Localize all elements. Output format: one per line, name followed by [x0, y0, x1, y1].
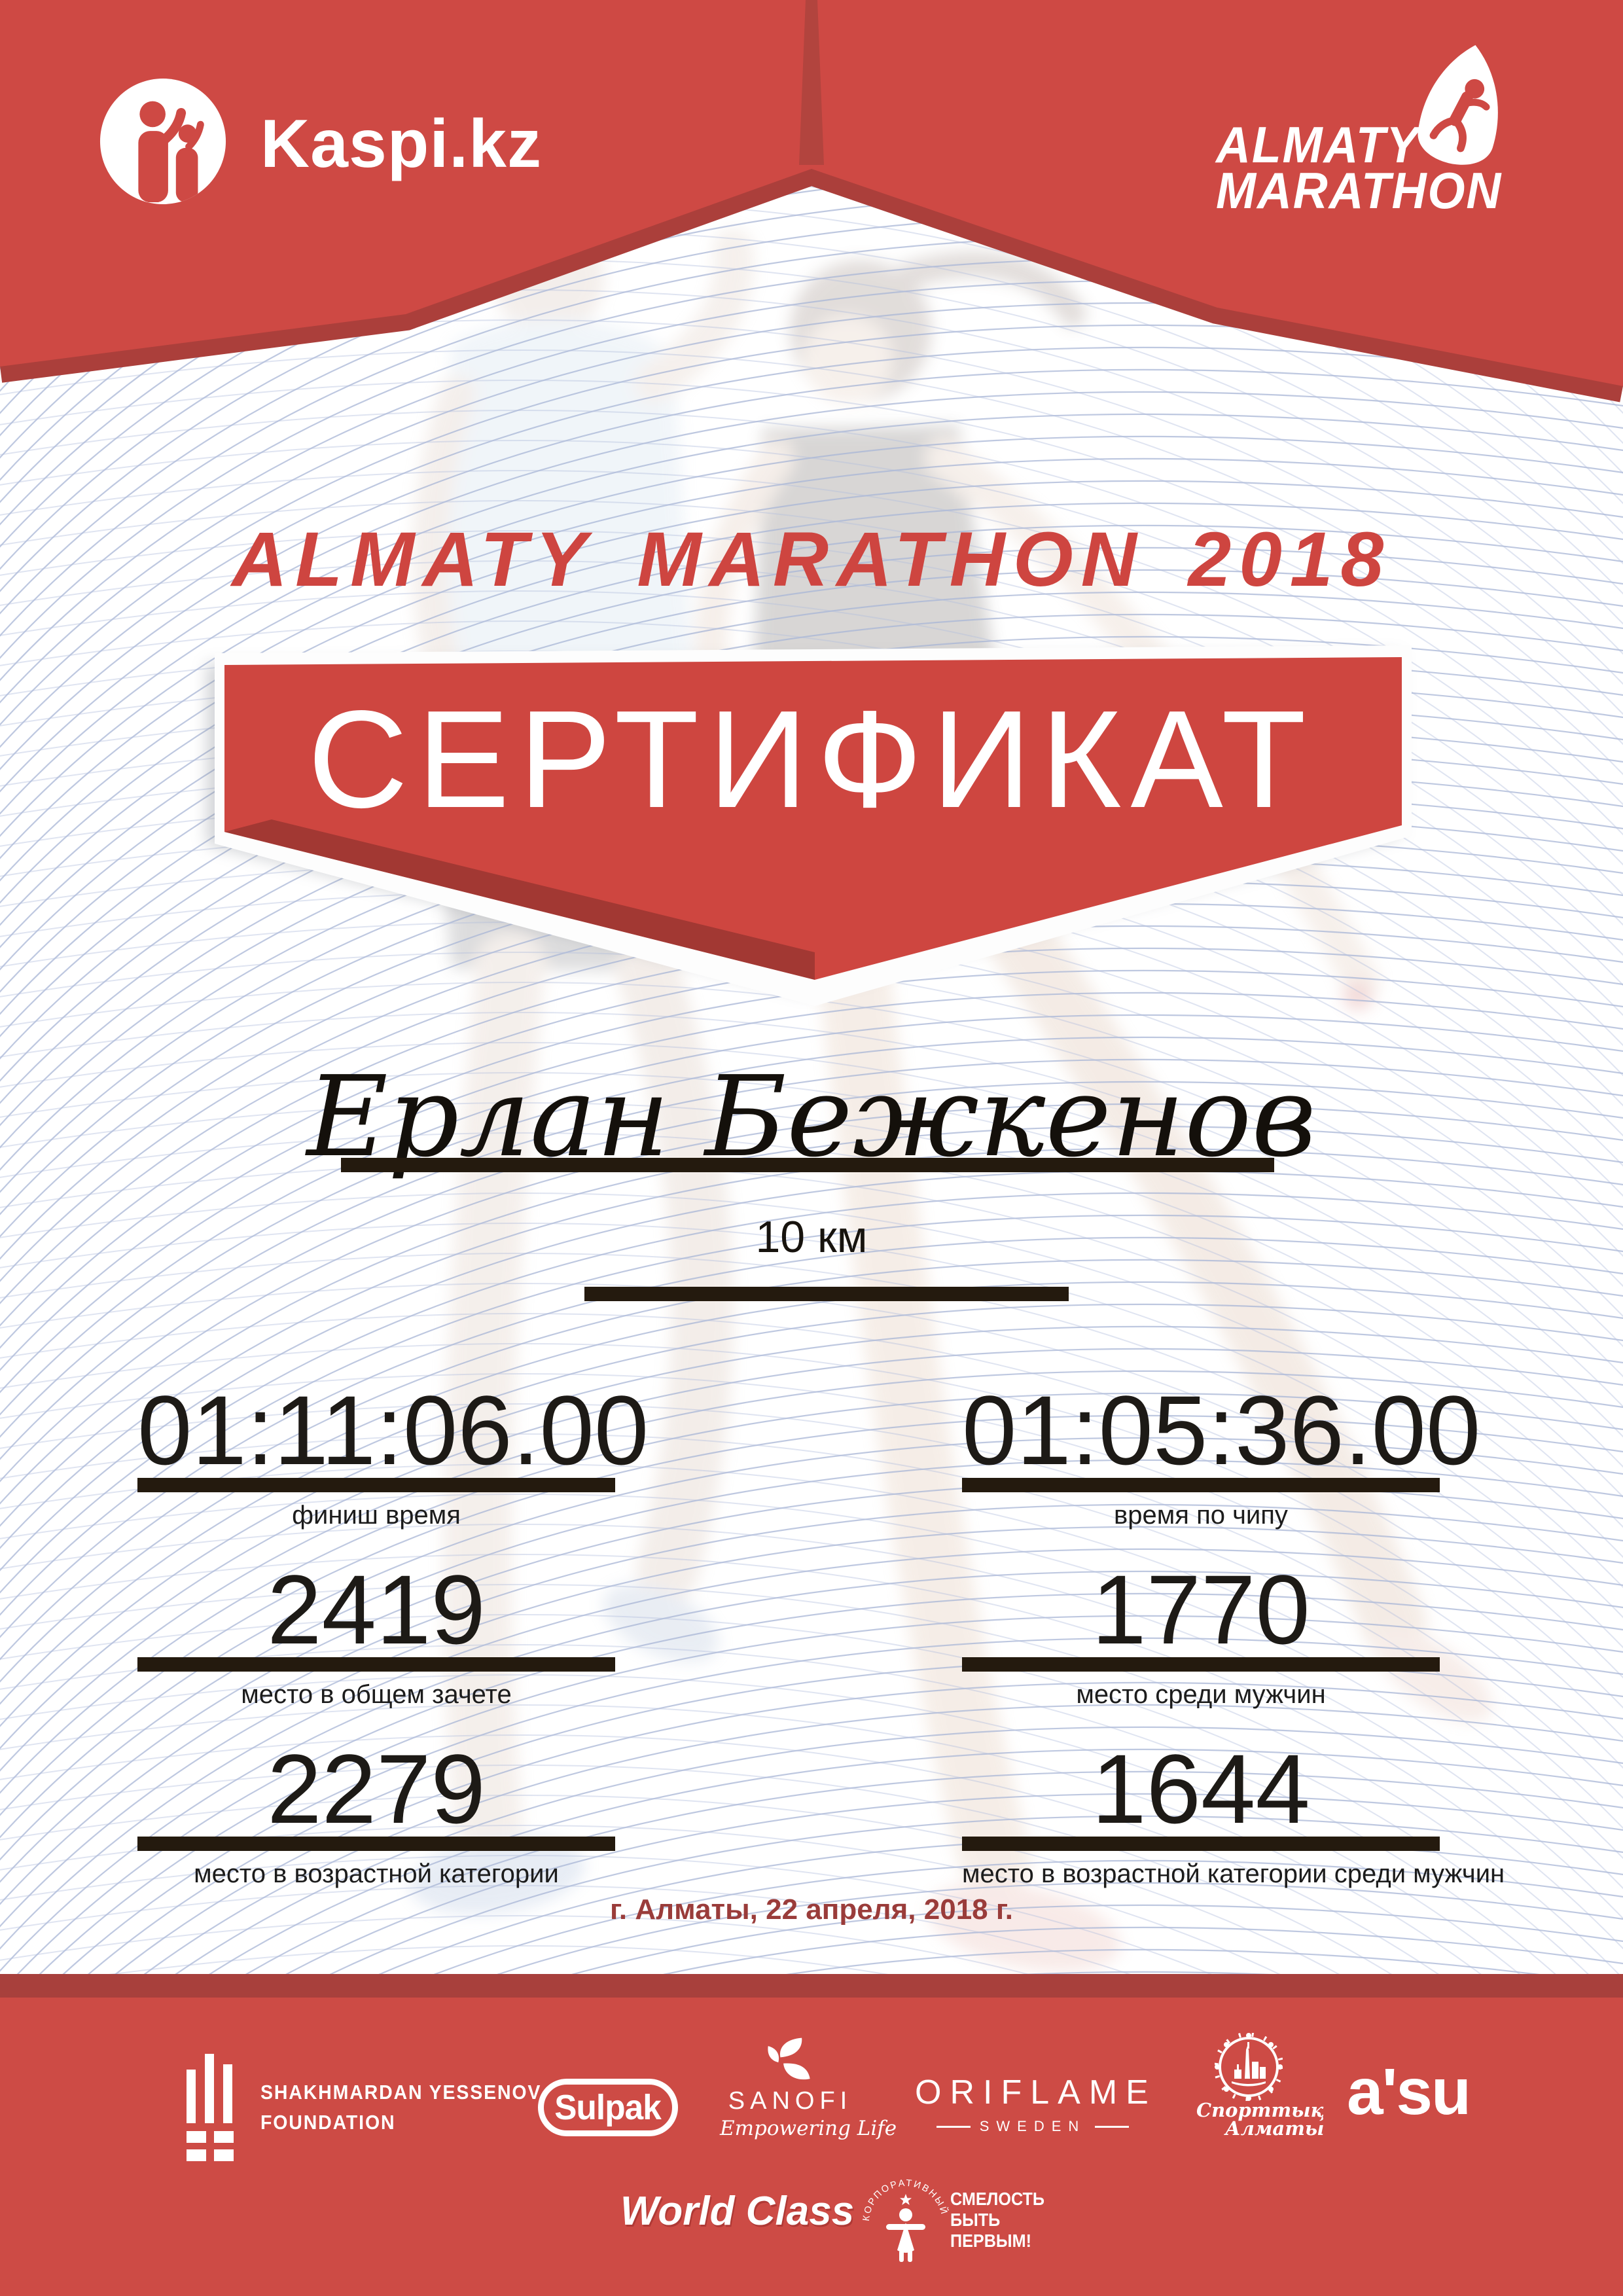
stat-underline: [137, 1478, 615, 1492]
corporate-fund-icon: КОРПОРАТИВНЫЙ ФОНД: [863, 2172, 949, 2262]
stat-chip-time: 01:05:36.00 время по чипу: [962, 1375, 1481, 1530]
distance-value: 10 км: [0, 1215, 1623, 1259]
stat-overall-place: 2419 место в общем зачете: [137, 1554, 615, 1709]
sulpak-label: Sulpak: [554, 2088, 662, 2127]
oriflame-dash-right: [1095, 2125, 1130, 2128]
event-title: ALMATY MARATHON 2018: [231, 516, 1392, 603]
stat-value: 2279: [267, 1734, 486, 1844]
footer-top-strip: [0, 1974, 1623, 1998]
stat-label: время по чипу: [1114, 1501, 1288, 1530]
stat-underline: [137, 1657, 615, 1672]
worldclass-logo: World Class: [620, 2190, 854, 2233]
date-location: г. Алматы, 22 апреля, 2018 г.: [0, 1894, 1623, 1926]
oriflame-name: ORIFLAME: [915, 2073, 1157, 2111]
distance-text: 10 км: [755, 1212, 868, 1262]
stat-label: место в общем зачете: [241, 1680, 512, 1709]
stat-men-place: 1770 место среди мужчин: [962, 1554, 1440, 1709]
almaty-logo-line1: ALMATY: [1216, 116, 1420, 173]
sanofi-tagline: Empowering Life: [720, 2117, 897, 2140]
stat-value: 01:05:36.00: [962, 1375, 1481, 1485]
asu-label: a'su: [1347, 2055, 1471, 2128]
kaspi-logo-icon: [99, 78, 226, 205]
fund-line3: ПЕРВЫМ!: [950, 2231, 1031, 2251]
stat-finish-time: 01:11:06.00 финиш время: [137, 1375, 649, 1530]
sanofi-bird-icon: [767, 2037, 810, 2080]
stat-label: место в возрастной категории среди мужчи…: [962, 1859, 1505, 1888]
ribbon-fold-spike: [799, 0, 824, 165]
sanofi-logo: SANOFI Empowering Life: [720, 2037, 897, 2140]
recipient-name: Ерлан Бежкенов: [306, 1052, 1317, 1182]
sporttyq-text: Спорттық Алматы: [1196, 2099, 1325, 2140]
yessenov-foundation-label: SHAKHMARDAN YESSENOV FOUNDATION: [260, 2081, 566, 2134]
date-location-text: г. Алматы, 22 апреля, 2018 г.: [610, 1893, 1013, 1926]
stat-value: 1770: [1092, 1554, 1310, 1664]
stat-value: 1644: [1092, 1734, 1310, 1844]
stat-underline: [962, 1478, 1440, 1492]
sanofi-name: SANOFI: [728, 2087, 853, 2115]
stat-underline: [962, 1837, 1440, 1851]
stat-value: 2419: [267, 1554, 486, 1664]
almaty-logo-line2: MARATHON: [1216, 162, 1503, 219]
stat-agegroup-place: 2279 место в возрастной категории: [137, 1734, 615, 1888]
yessenov-line1: SHAKHMARDAN YESSENOV: [260, 2081, 542, 2104]
worldclass-label: World Class: [620, 2189, 855, 2234]
fund-line2: БЫТЬ: [950, 2210, 1001, 2230]
name-underline: [341, 1158, 1274, 1172]
header-band: [0, 0, 1623, 403]
almaty-marathon-logo-text: ALMATY MARATHON: [1216, 116, 1520, 219]
oriflame-logo: ORIFLAME SWEDEN: [915, 2075, 1150, 2135]
distance-underline: [584, 1287, 1069, 1301]
stat-label: место среди мужчин: [1076, 1680, 1326, 1709]
sporttyq-line2: Алматы: [1225, 2117, 1325, 2140]
fund-line1: СМЕЛОСТЬ: [950, 2189, 1045, 2209]
sporttyq-almaty-logo: Спорттық Алматы: [1196, 2033, 1325, 2140]
certificate-banner-text: СЕРТИФИКАТ: [308, 681, 1315, 836]
sporttyq-emblem-icon: [1215, 2033, 1283, 2101]
stat-label: финиш время: [292, 1501, 461, 1530]
almaty-marathon-logo-icon: [1418, 45, 1498, 165]
sporttyq-line1: Спорттық: [1196, 2099, 1325, 2121]
yessenov-foundation-icon: [187, 2054, 234, 2161]
oriflame-country: SWEDEN: [979, 2118, 1086, 2134]
oriflame-dash-left: [936, 2125, 971, 2128]
stat-underline: [962, 1657, 1440, 1672]
kaspi-logo-text: Kaspi.kz: [260, 106, 542, 182]
stat-value: 01:11:06.00: [137, 1375, 649, 1485]
asu-logo: a'su: [1347, 2059, 1471, 2125]
stat-label: место в возрастной категории: [194, 1859, 559, 1888]
yessenov-line2: FOUNDATION: [260, 2111, 396, 2134]
footer-band: [0, 1974, 1623, 2296]
oriflame-subline: SWEDEN: [915, 2118, 1150, 2135]
certificate-badge: [207, 645, 1412, 1006]
sulpak-logo: Sulpak: [538, 2079, 678, 2136]
stat-agegroup-men-place: 1644 место в возрастной категории среди …: [962, 1734, 1505, 1888]
certificate-banner-label: СЕРТИФИКАТ: [0, 690, 1623, 829]
stat-underline: [137, 1837, 615, 1851]
corporate-fund-slogan: СМЕЛОСТЬ БЫТЬ ПЕРВЫМ!: [950, 2189, 1055, 2251]
